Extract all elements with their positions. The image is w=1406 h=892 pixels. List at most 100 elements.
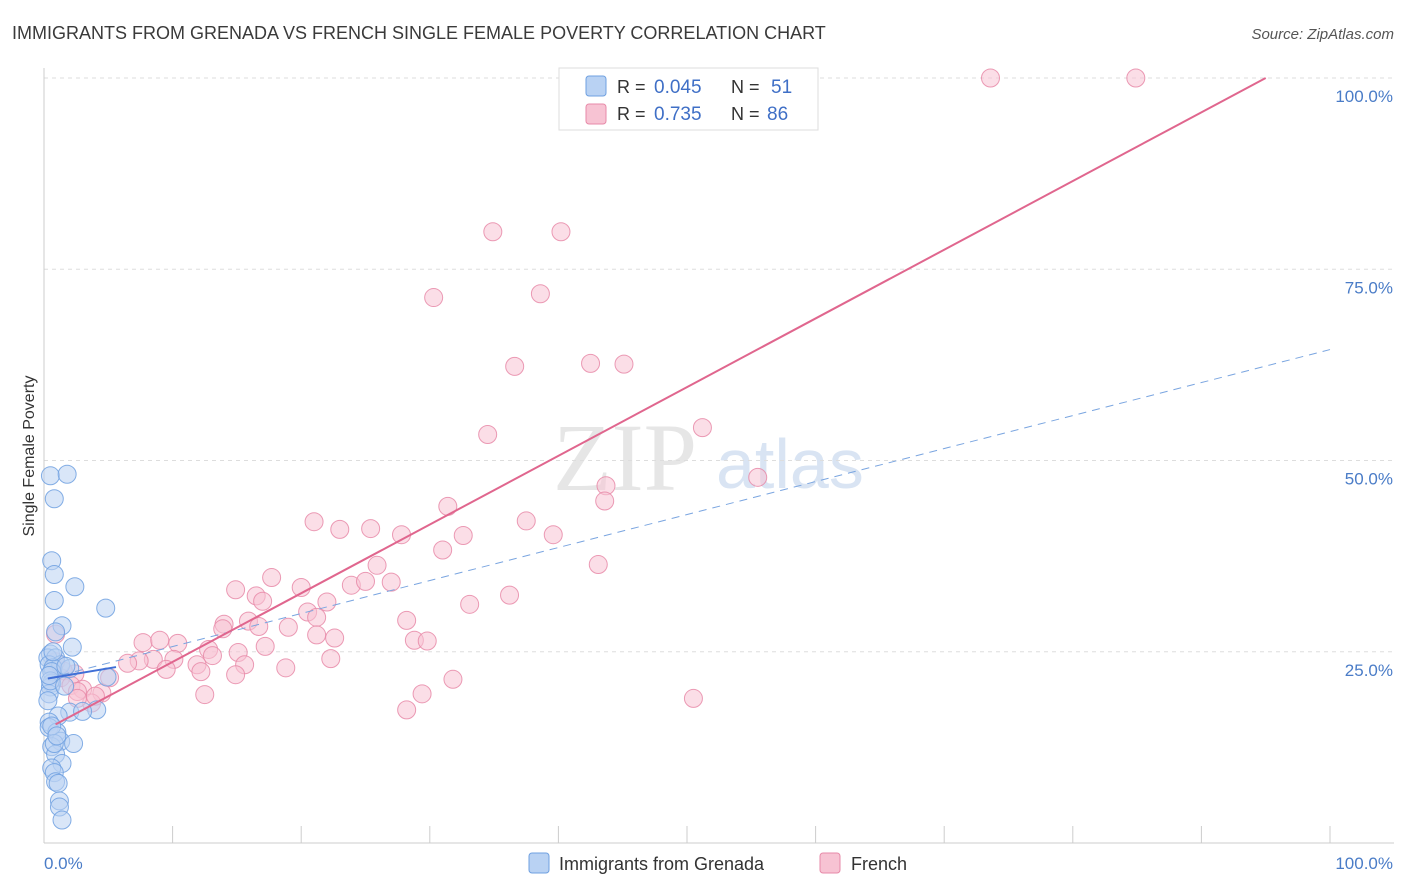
grenada-point bbox=[56, 656, 76, 676]
y-tick-labels: 25.0% 50.0% 75.0% 100.0% bbox=[1335, 87, 1393, 680]
french-point bbox=[516, 511, 536, 531]
grenada-point bbox=[43, 642, 63, 662]
french-point bbox=[361, 519, 381, 539]
legend-n-value-french: 86 bbox=[767, 104, 788, 125]
x-ticks bbox=[172, 826, 1331, 843]
grenada-point bbox=[65, 577, 85, 597]
bottom-legend: Immigrants from Grenada French bbox=[528, 852, 907, 874]
french-point bbox=[551, 222, 571, 242]
french-point bbox=[453, 525, 473, 545]
french-point bbox=[412, 684, 432, 704]
y-tick-label-25: 25.0% bbox=[1345, 661, 1393, 680]
grenada-point bbox=[38, 691, 58, 711]
grenada-point bbox=[96, 598, 116, 618]
grenada-point bbox=[64, 734, 84, 754]
french-point bbox=[253, 591, 273, 611]
french-point bbox=[262, 568, 282, 588]
french-point bbox=[692, 418, 712, 438]
french-point bbox=[614, 354, 634, 374]
y-tick-label-100: 100.0% bbox=[1335, 87, 1393, 106]
x-tick-label-min: 0.0% bbox=[44, 854, 83, 873]
french-point bbox=[433, 540, 453, 560]
french-point bbox=[505, 356, 525, 376]
french-point bbox=[595, 491, 615, 511]
legend-swatch-grenada bbox=[585, 75, 607, 97]
bottom-legend-label-grenada: Immigrants from Grenada bbox=[559, 854, 765, 874]
french-point bbox=[195, 685, 215, 705]
french-point bbox=[478, 424, 498, 444]
grenada-point bbox=[97, 667, 117, 687]
bottom-legend-label-french: French bbox=[851, 854, 907, 874]
grenada-point bbox=[57, 464, 77, 484]
legend-swatch-french bbox=[585, 103, 607, 125]
bottom-legend-swatch-grenada bbox=[528, 852, 550, 874]
french-point bbox=[543, 525, 563, 545]
bottom-legend-swatch-french bbox=[819, 852, 841, 874]
french-point bbox=[276, 658, 296, 678]
y-tick-label-75: 75.0% bbox=[1345, 278, 1393, 297]
grenada-point bbox=[39, 665, 59, 685]
french-point bbox=[330, 519, 350, 539]
french-point bbox=[500, 585, 520, 605]
french-point bbox=[255, 636, 275, 656]
french-point bbox=[483, 222, 503, 242]
grid bbox=[44, 77, 1394, 653]
french-point bbox=[191, 662, 211, 682]
french-point bbox=[356, 571, 375, 591]
chart-source: Source: ZipAtlas.com bbox=[1251, 26, 1394, 43]
grenada-point bbox=[52, 810, 72, 830]
french-point bbox=[424, 288, 444, 308]
legend-n-value-grenada: 51 bbox=[771, 77, 792, 98]
french-point bbox=[150, 630, 170, 650]
french-point bbox=[443, 669, 463, 689]
grenada-trend-extension bbox=[47, 349, 1331, 680]
y-tick-label-50: 50.0% bbox=[1345, 470, 1393, 489]
french-point bbox=[980, 68, 1000, 88]
trend-layer bbox=[47, 77, 1331, 726]
legend-r-label-grenada: R = bbox=[617, 77, 646, 97]
french-point bbox=[1126, 68, 1146, 88]
grenada-point bbox=[73, 701, 93, 721]
y-axis-label: Single Female Poverty bbox=[21, 376, 38, 537]
french-point bbox=[397, 700, 417, 720]
french-point bbox=[226, 580, 246, 600]
french-point bbox=[748, 467, 768, 487]
french-point bbox=[133, 633, 153, 653]
chart-title: IMMIGRANTS FROM GRENADA VS FRENCH SINGLE… bbox=[12, 23, 826, 43]
grenada-trend-line bbox=[47, 666, 117, 680]
french-point bbox=[307, 625, 327, 645]
french-point bbox=[202, 646, 222, 666]
x-tick-label-max: 100.0% bbox=[1335, 854, 1393, 873]
french-point bbox=[530, 284, 550, 304]
french-point bbox=[249, 617, 269, 637]
legend: R = 0.045 N = 51 R = 0.735 N = 86 bbox=[558, 67, 819, 131]
french-point bbox=[581, 353, 601, 373]
french-point bbox=[304, 512, 324, 532]
grenada-point bbox=[44, 489, 64, 509]
grenada-point bbox=[47, 726, 67, 746]
french-point bbox=[397, 610, 417, 630]
grenada-point bbox=[62, 637, 82, 657]
french-point bbox=[588, 555, 608, 575]
watermark-zip: ZIP bbox=[553, 404, 697, 511]
legend-r-label-french: R = bbox=[617, 104, 646, 124]
french-point bbox=[460, 594, 480, 614]
grenada-point bbox=[40, 466, 60, 486]
french-point bbox=[278, 617, 298, 637]
legend-n-label-grenada: N = bbox=[731, 77, 760, 97]
french-point bbox=[392, 525, 412, 545]
french-point bbox=[417, 631, 437, 651]
legend-r-value-grenada: 0.045 bbox=[654, 77, 702, 98]
grenada-point bbox=[55, 676, 75, 696]
french-trend-line bbox=[55, 77, 1267, 726]
french-point bbox=[381, 572, 401, 592]
grenada-point bbox=[44, 564, 64, 584]
grenada-point bbox=[44, 590, 64, 610]
french-point bbox=[367, 555, 387, 575]
french-point bbox=[226, 665, 246, 685]
french-point bbox=[317, 592, 337, 612]
french-point bbox=[321, 649, 341, 669]
grenada-point bbox=[48, 773, 68, 793]
legend-r-value-french: 0.735 bbox=[654, 104, 702, 125]
